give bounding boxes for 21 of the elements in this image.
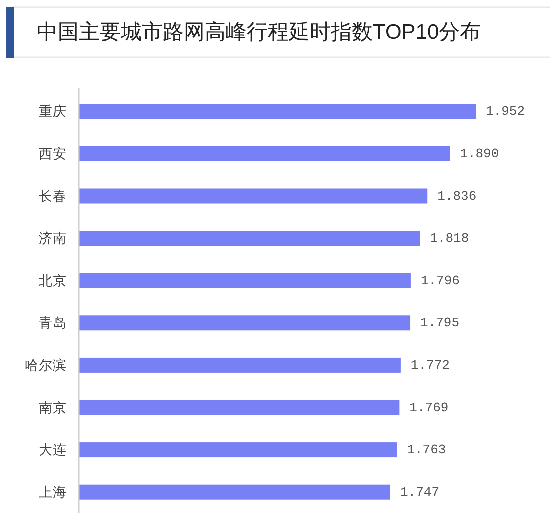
value-label: 1.769 [410, 400, 449, 416]
category-label: 北京 [39, 273, 67, 288]
value-label: 1.763 [407, 442, 446, 458]
value-label: 1.952 [486, 104, 526, 120]
value-label: 1.747 [400, 484, 440, 500]
category-label: 青岛 [39, 316, 67, 331]
value-label: 1.890 [460, 146, 500, 162]
value-label: 1.818 [430, 231, 470, 246]
value-label: 1.836 [438, 188, 477, 204]
category-label: 长春 [39, 188, 67, 204]
value-label: 1.772 [410, 358, 450, 373]
category-label: 上海 [39, 484, 67, 500]
category-label: 重庆 [39, 104, 67, 120]
category-label: 西安 [39, 146, 67, 162]
category-label: 大连 [39, 442, 67, 458]
category-label: 南京 [39, 400, 67, 416]
value-label: 1.796 [420, 273, 460, 288]
value-label: 1.795 [420, 316, 460, 331]
category-label: 哈尔滨 [25, 358, 67, 373]
title: 中国主要城市路网高峰行程延时指数TOP10分布 [37, 21, 482, 44]
category-label: 济南 [39, 231, 67, 246]
